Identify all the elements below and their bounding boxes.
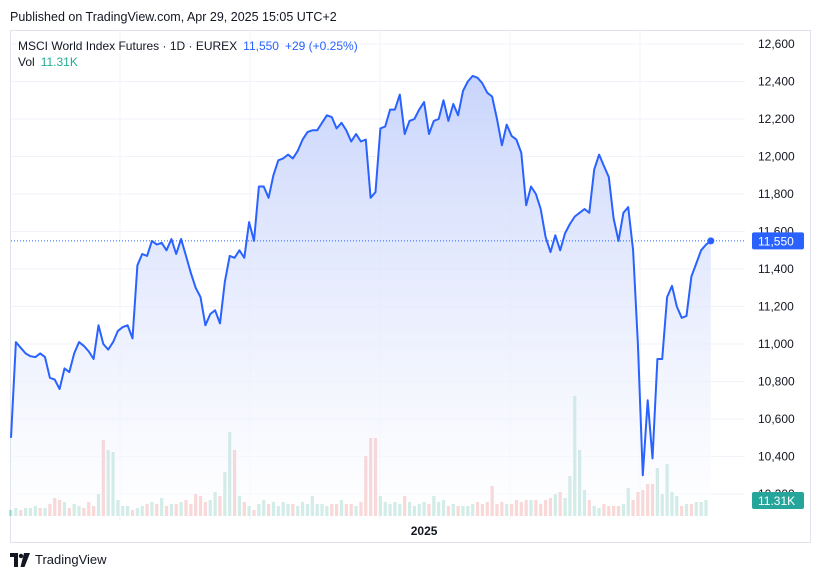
volume-badge: 11.31K — [752, 492, 804, 509]
last-price-marker — [707, 237, 715, 245]
price-axis[interactable]: 12,60012,40012,20012,00011,80011,60011,4… — [758, 37, 795, 501]
price-area-fill — [11, 75, 711, 518]
legend-price-row: MSCI World Index Futures · 1D · EUREX 11,… — [18, 38, 358, 54]
y-tick-label: 10,400 — [758, 450, 795, 464]
last-price-badge: 11,550 — [752, 232, 804, 250]
y-tick-label: 12,000 — [758, 150, 795, 164]
y-tick-label: 10,800 — [758, 375, 795, 389]
volume-label[interactable]: Vol — [18, 55, 35, 69]
legend-volume-row: Vol 11.31K — [18, 54, 358, 70]
chart-legend: MSCI World Index Futures · 1D · EUREX 11,… — [18, 38, 358, 70]
y-tick-label: 12,600 — [758, 37, 795, 51]
y-tick-label: 12,400 — [758, 75, 795, 89]
price-line — [10, 74, 712, 477]
legend-last-value: 11,550 — [243, 39, 279, 53]
time-axis[interactable]: 2025 — [411, 524, 438, 538]
y-tick-label: 10,600 — [758, 412, 795, 426]
symbol-title[interactable]: MSCI World Index Futures · 1D · EUREX — [18, 39, 238, 53]
tradingview-logo-icon — [10, 552, 30, 567]
volume-value: 11.31K — [40, 55, 78, 69]
y-tick-label: 11,800 — [758, 187, 794, 201]
volume-badge-label: 11.31K — [758, 494, 795, 508]
tradingview-brand[interactable]: TradingView — [10, 552, 107, 567]
y-tick-label: 11,400 — [758, 262, 794, 276]
legend-change: +29 (+0.25%) — [284, 39, 358, 53]
y-tick-label: 12,200 — [758, 112, 795, 126]
last-price-badge-label: 11,550 — [758, 234, 794, 248]
published-caption: Published on TradingView.com, Apr 29, 20… — [10, 10, 337, 24]
y-tick-label: 11,200 — [758, 300, 794, 314]
x-tick-label: 2025 — [411, 524, 438, 538]
y-tick-label: 11,000 — [758, 337, 794, 351]
brand-name: TradingView — [35, 552, 107, 567]
